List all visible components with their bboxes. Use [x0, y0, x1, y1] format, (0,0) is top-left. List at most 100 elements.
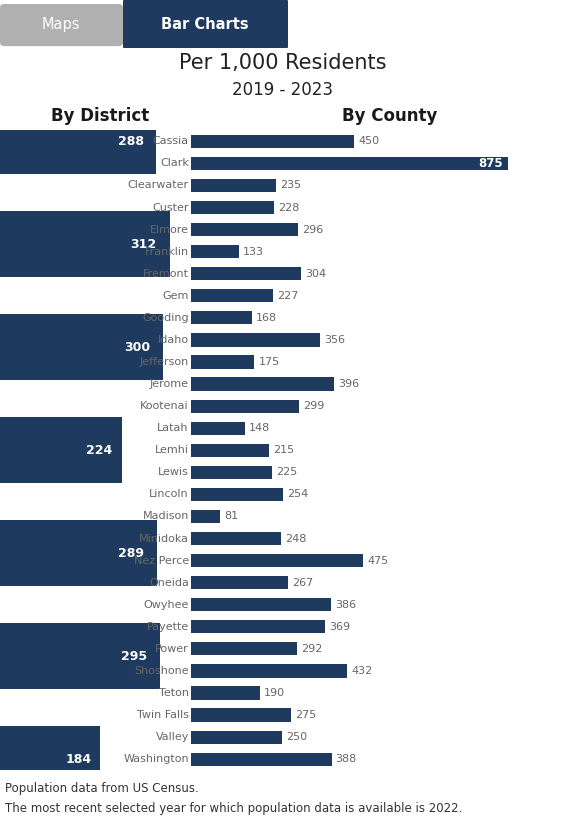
Bar — [191, 576, 288, 589]
Text: By County: By County — [342, 107, 438, 125]
Text: 175: 175 — [258, 357, 280, 367]
Bar — [0, 108, 157, 174]
Text: 369: 369 — [329, 622, 350, 632]
Bar — [191, 532, 281, 545]
Bar — [191, 753, 332, 766]
Text: Jefferson: Jefferson — [140, 357, 189, 367]
Text: 396: 396 — [338, 379, 360, 389]
Text: Cassia: Cassia — [153, 136, 189, 146]
Text: Teton: Teton — [159, 688, 189, 698]
Bar — [191, 334, 320, 347]
Bar — [191, 709, 290, 722]
Bar — [0, 315, 163, 380]
Text: 312: 312 — [130, 238, 156, 251]
Bar — [191, 157, 508, 170]
Text: 228: 228 — [277, 203, 299, 212]
Bar — [191, 510, 220, 523]
Text: Latah: Latah — [157, 423, 189, 433]
Text: Gooding: Gooding — [142, 313, 189, 323]
Bar — [0, 623, 160, 690]
Text: 299: 299 — [303, 401, 325, 411]
Text: Nez Perce: Nez Perce — [133, 555, 189, 565]
Bar — [191, 598, 331, 612]
Text: Gem: Gem — [162, 290, 189, 300]
Bar — [191, 289, 273, 302]
Bar — [0, 520, 157, 586]
FancyBboxPatch shape — [0, 4, 123, 46]
Bar — [191, 664, 347, 677]
Bar — [191, 223, 298, 237]
Text: 2019 - 2023: 2019 - 2023 — [232, 81, 333, 99]
Text: 388: 388 — [336, 754, 357, 764]
Text: 475: 475 — [367, 555, 388, 565]
Text: 227: 227 — [277, 290, 299, 300]
Text: 288: 288 — [118, 134, 144, 148]
Text: 250: 250 — [286, 732, 307, 742]
Text: 225: 225 — [277, 467, 298, 477]
Text: 292: 292 — [301, 644, 322, 654]
Text: Kootenai: Kootenai — [140, 401, 189, 411]
Text: Maps: Maps — [42, 17, 80, 32]
Text: 875: 875 — [479, 157, 503, 170]
Text: Owyhee: Owyhee — [144, 600, 189, 610]
Text: 275: 275 — [295, 710, 316, 720]
Text: 450: 450 — [358, 136, 379, 146]
Bar — [191, 201, 273, 214]
Text: Lewis: Lewis — [158, 467, 189, 477]
Bar — [191, 488, 283, 501]
Text: 248: 248 — [285, 534, 306, 544]
Text: Minidoka: Minidoka — [139, 534, 189, 544]
Text: 386: 386 — [335, 600, 356, 610]
Text: 168: 168 — [256, 313, 277, 323]
Text: Bar Charts: Bar Charts — [161, 17, 249, 32]
Text: 184: 184 — [66, 753, 92, 766]
Text: 295: 295 — [121, 650, 147, 662]
Bar — [191, 642, 297, 656]
Text: Franklin: Franklin — [145, 247, 189, 256]
Text: Clark: Clark — [160, 159, 189, 168]
Text: 224: 224 — [86, 444, 112, 456]
Text: Washington: Washington — [123, 754, 189, 764]
Text: Custer: Custer — [153, 203, 189, 212]
Text: 254: 254 — [287, 490, 308, 500]
Bar — [191, 311, 252, 325]
Bar — [191, 267, 301, 281]
Text: Valley: Valley — [155, 732, 189, 742]
Text: By District: By District — [51, 107, 149, 125]
Text: 148: 148 — [249, 423, 270, 433]
Bar — [191, 178, 276, 192]
Text: The most recent selected year for which population data is available is 2022.: The most recent selected year for which … — [5, 802, 462, 814]
Text: Jerome: Jerome — [150, 379, 189, 389]
Text: Idaho: Idaho — [158, 335, 189, 345]
FancyBboxPatch shape — [123, 0, 288, 51]
Text: 296: 296 — [302, 225, 324, 235]
Text: 81: 81 — [224, 511, 238, 521]
Text: 235: 235 — [280, 180, 301, 190]
Text: 215: 215 — [273, 445, 294, 456]
Text: Lemhi: Lemhi — [155, 445, 189, 456]
Bar — [191, 422, 245, 435]
Text: Madison: Madison — [142, 511, 189, 521]
Text: 304: 304 — [305, 269, 327, 279]
Bar — [0, 211, 170, 277]
Bar — [191, 134, 354, 148]
Text: Elmore: Elmore — [150, 225, 189, 235]
Bar — [191, 620, 325, 633]
Bar — [191, 444, 269, 456]
Bar — [0, 726, 100, 793]
Text: 267: 267 — [292, 578, 313, 588]
Text: Population data from US Census.: Population data from US Census. — [5, 782, 199, 794]
Text: Lincoln: Lincoln — [149, 490, 189, 500]
Bar — [191, 466, 272, 479]
Text: Per 1,000 Residents: Per 1,000 Residents — [179, 53, 386, 73]
Text: 133: 133 — [244, 247, 264, 256]
Text: Fremont: Fremont — [143, 269, 189, 279]
Text: 356: 356 — [324, 335, 345, 345]
Bar — [191, 730, 281, 744]
Text: Payette: Payette — [146, 622, 189, 632]
Text: Twin Falls: Twin Falls — [137, 710, 189, 720]
Bar — [191, 686, 260, 700]
Bar — [191, 378, 334, 391]
Text: 289: 289 — [119, 547, 145, 559]
Bar — [191, 245, 239, 258]
